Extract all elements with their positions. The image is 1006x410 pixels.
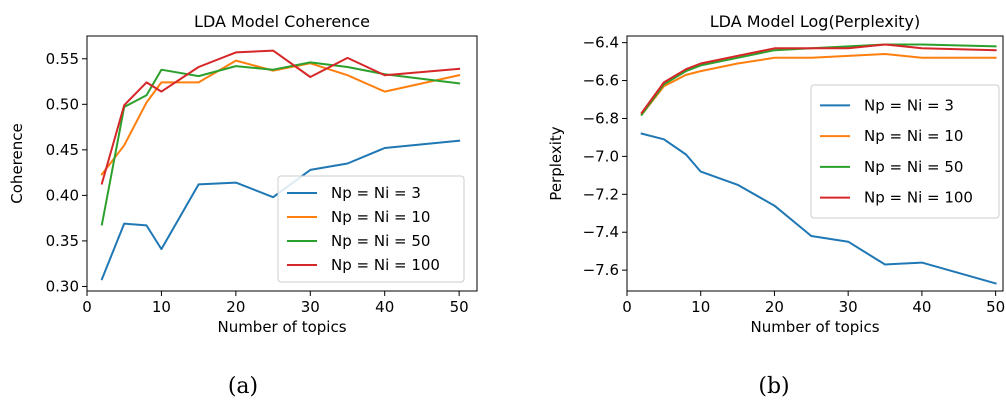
y-tick-label: 0.35 bbox=[46, 232, 79, 250]
chart-title: LDA Model Coherence bbox=[194, 12, 370, 31]
legend-entry-label: Np = Ni = 100 bbox=[331, 256, 440, 274]
x-tick-label: 20 bbox=[226, 298, 245, 316]
x-tick-label: 40 bbox=[912, 298, 931, 316]
y-tick-label: −6.4 bbox=[583, 34, 619, 52]
chart-coherence: LDA Model Coherence 0 10 20 30 40 50 0.30 0.35 0.… bbox=[8, 12, 478, 399]
x-axis-label: Number of topics bbox=[750, 318, 879, 336]
legend-entry-label: Np = Ni = 100 bbox=[864, 189, 973, 207]
x-axis-label: Number of topics bbox=[217, 318, 346, 336]
legend-entry-label: Np = Ni = 50 bbox=[331, 232, 430, 250]
y-tick-label: 0.55 bbox=[46, 50, 79, 68]
legend-box bbox=[810, 84, 1000, 219]
legend-entry-label: Np = Ni = 50 bbox=[864, 158, 963, 176]
series-lines bbox=[100, 49, 461, 281]
x-tick-label: 0 bbox=[622, 298, 632, 316]
x-tick-label: 30 bbox=[301, 298, 320, 316]
chart-perplexity: LDA Model Log(Perplexity) 0 10 20 30 40 50 −7.6… bbox=[547, 12, 1005, 399]
y-tick-label: −7.4 bbox=[583, 223, 619, 241]
x-tick-label: 50 bbox=[986, 298, 1005, 316]
legend: Np = Ni = 3 Np = Ni = 10 Np = Ni = 50 Np = … bbox=[810, 84, 1000, 219]
x-tick-label: 10 bbox=[691, 298, 710, 316]
series-line-3 bbox=[640, 132, 997, 285]
series-line-100 bbox=[640, 43, 997, 115]
legend-box bbox=[277, 175, 465, 283]
y-axis-label: Perplexity bbox=[547, 126, 565, 200]
chart-title: LDA Model Log(Perplexity) bbox=[710, 12, 921, 31]
y-tick-label: 0.45 bbox=[46, 141, 79, 159]
y-tick-label: −6.6 bbox=[583, 72, 619, 90]
figure-caption: (a) bbox=[228, 374, 258, 399]
y-tick-label: 0.40 bbox=[46, 186, 79, 204]
y-axis-label: Coherence bbox=[8, 123, 26, 203]
y-tick-label: 0.50 bbox=[46, 95, 79, 113]
legend-entry-label: Np = Ni = 10 bbox=[331, 208, 430, 226]
y-tick-label: −7.6 bbox=[583, 261, 619, 279]
series-lines bbox=[640, 43, 997, 285]
x-tick-label: 30 bbox=[839, 298, 858, 316]
legend-entry-label: Np = Ni = 3 bbox=[331, 184, 421, 202]
x-tick-label: 50 bbox=[450, 298, 469, 316]
x-tick-label: 10 bbox=[152, 298, 171, 316]
series-line-50 bbox=[640, 43, 997, 117]
x-tick-label: 40 bbox=[375, 298, 394, 316]
series-line-10 bbox=[640, 53, 997, 117]
x-tick-label: 0 bbox=[82, 298, 92, 316]
axes-frame bbox=[626, 35, 1004, 292]
legend-entry-label: Np = Ni = 3 bbox=[864, 96, 954, 114]
x-tick-label: 20 bbox=[765, 298, 784, 316]
series-line-100 bbox=[100, 49, 461, 185]
series-line-3 bbox=[100, 139, 461, 281]
figure-caption: (b) bbox=[758, 374, 789, 399]
legend-entry-label: Np = Ni = 10 bbox=[864, 127, 963, 145]
legend: Np = Ni = 3 Np = Ni = 10 Np = Ni = 50 Np = … bbox=[277, 175, 465, 283]
y-tick-label: −7.2 bbox=[583, 185, 619, 203]
y-tick-label: −7.0 bbox=[583, 147, 619, 165]
series-line-50 bbox=[100, 61, 461, 226]
y-tick-label: −6.8 bbox=[583, 109, 619, 127]
y-tick-label: 0.30 bbox=[46, 277, 79, 295]
axes-frame bbox=[86, 35, 478, 292]
series-line-10 bbox=[100, 59, 461, 176]
